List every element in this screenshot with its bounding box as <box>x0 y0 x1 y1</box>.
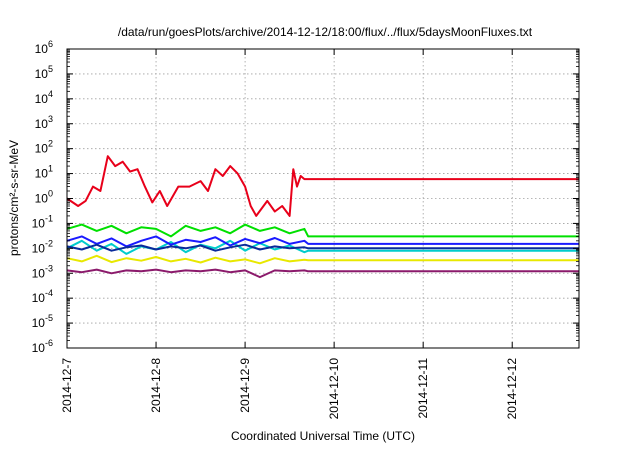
x-tick-label: 2014-12-12 <box>505 358 519 420</box>
y-tick-label: 10-1 <box>32 213 53 230</box>
chart-title: /data/run/goesPlots/archive/2014-12-12/1… <box>118 25 533 39</box>
series-line <box>66 223 579 238</box>
y-tick-label: 10-3 <box>32 263 53 280</box>
y-tick-label: 100 <box>35 189 53 206</box>
series-line <box>66 243 579 252</box>
x-tick-label: 2014-12-11 <box>416 358 430 419</box>
y-tick-label: 10-5 <box>32 313 53 330</box>
x-tick-label: 2014-12-7 <box>60 358 74 413</box>
y-tick-label: 104 <box>35 89 53 106</box>
x-axis-label: Coordinated Universal Time (UTC) <box>231 429 415 443</box>
x-tick-label: 2014-12-10 <box>327 358 341 420</box>
series-line <box>66 254 579 265</box>
y-tick-label: 103 <box>35 114 53 131</box>
x-tick-label: 2014-12-9 <box>238 358 252 413</box>
y-axis-label: protons/cm²-s-sr-MeV <box>7 140 21 256</box>
series-line <box>66 268 579 279</box>
y-tick-label: 101 <box>35 164 53 181</box>
y-tick-label: 10-2 <box>32 238 53 255</box>
y-tick-label: 10-6 <box>32 338 53 355</box>
series-line <box>66 235 579 248</box>
x-ticks: 2014-12-7 2014-12-8 2014-12-9 2014-12-10 201… <box>60 49 519 419</box>
y-tick-label: 102 <box>35 139 53 156</box>
series-line <box>66 155 579 217</box>
y-tick-label: 106 <box>35 39 53 56</box>
x-tick-label: 2014-12-8 <box>149 358 163 413</box>
y-tick-label: 10-4 <box>32 288 53 305</box>
series-group <box>66 155 579 279</box>
y-tick-label: 105 <box>35 64 53 81</box>
